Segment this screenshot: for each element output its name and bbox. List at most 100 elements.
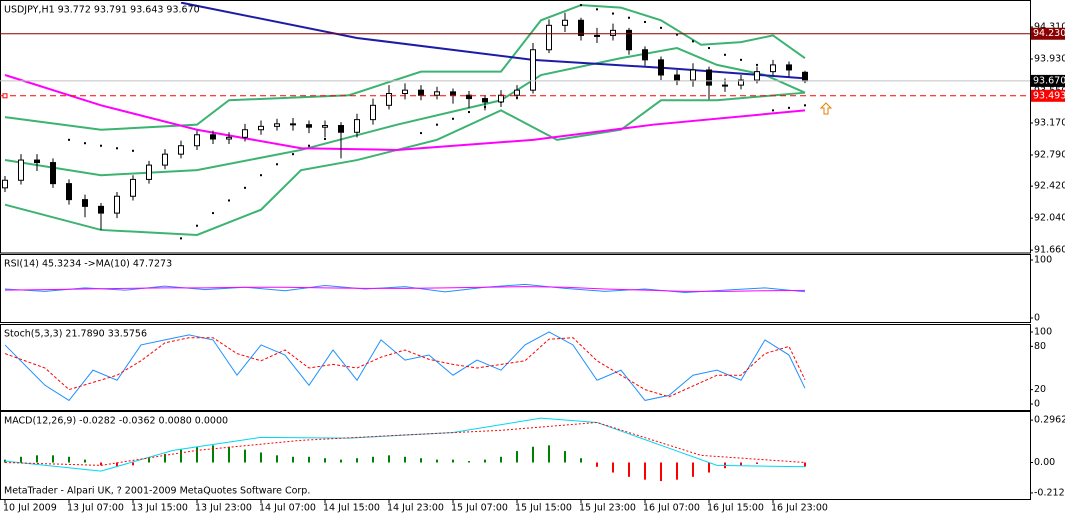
- candle-body: [114, 195, 120, 214]
- histogram-bar: [532, 446, 534, 463]
- level-label: 94.230: [1033, 28, 1065, 39]
- sar-dot: [468, 111, 470, 114]
- candle-body: [322, 125, 328, 128]
- last-price-label: 93.670: [1033, 75, 1065, 86]
- sar-dot: [228, 199, 230, 202]
- indicator-line: [4, 47, 806, 177]
- histogram-bar: [20, 456, 22, 463]
- histogram-bar: [164, 453, 166, 463]
- level-label: 93.493: [1033, 90, 1065, 101]
- histogram-bar: [500, 456, 502, 463]
- candle-body: [82, 199, 88, 207]
- histogram-bar: [420, 458, 422, 463]
- candle-body: [178, 145, 184, 155]
- histogram-bar: [212, 445, 214, 463]
- y-tick-label: 0: [1034, 399, 1040, 410]
- candle-body: [626, 29, 632, 51]
- panel-title: MACD(12,26,9) -0.0282 -0.0362 0.0080 0.0…: [4, 416, 228, 427]
- y-tick-label: 80: [1034, 341, 1046, 352]
- histogram-bar: [644, 462, 646, 480]
- candle-body: [386, 93, 392, 106]
- candle-body: [706, 69, 712, 86]
- panel-title: USDJPY,H1 93.772 93.791 93.643 93.670: [4, 5, 200, 16]
- y-tick-label: 0.00: [1034, 457, 1055, 468]
- histogram-bar: [244, 449, 246, 463]
- sar-dot: [244, 186, 246, 189]
- candle-body: [594, 34, 600, 37]
- histogram-bar: [372, 456, 374, 463]
- sar-dot: [644, 20, 646, 23]
- histogram-bar: [404, 456, 406, 463]
- candle-body: [258, 125, 264, 131]
- histogram-bar: [228, 446, 230, 463]
- candle-body: [242, 129, 248, 138]
- indicator-line: [4, 4, 806, 131]
- histogram-bar: [740, 462, 742, 466]
- candle-body: [530, 49, 536, 91]
- candle-body: [690, 69, 696, 81]
- sar-dot: [708, 47, 710, 50]
- candle-body: [802, 71, 808, 82]
- candle-body: [482, 98, 488, 103]
- sar-dot: [116, 147, 118, 150]
- histogram-bar: [516, 451, 518, 463]
- candle-body: [674, 74, 680, 81]
- x-tick-label: 10 Jul 2009: [3, 503, 57, 514]
- y-tick-label: 93.170: [1034, 118, 1065, 129]
- histogram-bar: [436, 459, 438, 463]
- price-panel: [0, 0, 1031, 254]
- plot-area: [4, 331, 806, 402]
- indicator-line: [4, 421, 806, 466]
- candle-body: [34, 159, 40, 164]
- candle-body: [50, 162, 56, 185]
- candle-body: [210, 134, 216, 140]
- candle-body: [194, 134, 200, 147]
- histogram-bar: [340, 459, 342, 463]
- histogram-bar: [100, 462, 102, 466]
- candle-body: [2, 179, 8, 189]
- candle-body: [514, 89, 520, 96]
- candle-body: [722, 84, 728, 87]
- indicator-line: [4, 74, 806, 151]
- y-tick-label: 0.2962: [1034, 415, 1065, 426]
- y-tick-label: 91.660: [1034, 245, 1065, 256]
- panel-title: Stoch(5,3,3) 21.7890 33.5756: [4, 329, 147, 340]
- histogram-bar: [596, 462, 598, 467]
- level-label-box: [1031, 27, 1065, 40]
- sar-dot: [596, 8, 598, 11]
- sar-dot: [628, 16, 630, 19]
- x-tick-label: 14 Jul 23:00: [387, 503, 444, 514]
- plot-area: [4, 283, 806, 293]
- macd-panel: [0, 411, 1031, 500]
- panel-title: RSI(14) 45.3234 ->MA(10) 47.7273: [4, 259, 172, 270]
- candle-body: [642, 49, 648, 61]
- candle-body: [162, 153, 168, 166]
- candle-body: [338, 125, 344, 133]
- candle-body: [402, 89, 408, 95]
- y-tick-label: 92.040: [1034, 213, 1065, 224]
- y-tick-label: -0.2125: [1034, 487, 1065, 498]
- candle-body: [770, 64, 776, 73]
- sar-dot: [452, 117, 454, 120]
- sar-dot: [740, 58, 742, 61]
- candle-body: [306, 124, 312, 128]
- y-tick-label: 94.310: [1034, 22, 1065, 33]
- sar-dot: [436, 123, 438, 126]
- y-tick-label: 100: [1034, 255, 1052, 266]
- candle-body: [130, 178, 136, 197]
- sar-dot: [756, 63, 758, 66]
- indicator-line: [4, 286, 806, 292]
- histogram-bar: [660, 462, 662, 482]
- sar-dot: [308, 144, 310, 147]
- sar-dot: [676, 33, 678, 36]
- y-tick-label: 93.930: [1034, 54, 1065, 65]
- sar-dot: [212, 212, 214, 215]
- x-tick-label: 15 Jul 07:00: [451, 503, 508, 514]
- sar-dot: [260, 174, 262, 177]
- candle-body: [610, 29, 616, 36]
- sar-dot: [612, 12, 614, 15]
- footer: MetaTrader - Alpari UK, ? 2001-2009 Meta…: [4, 486, 310, 497]
- sar-dot: [292, 153, 294, 156]
- candle-body: [18, 159, 24, 181]
- level-anchor: [2, 93, 8, 99]
